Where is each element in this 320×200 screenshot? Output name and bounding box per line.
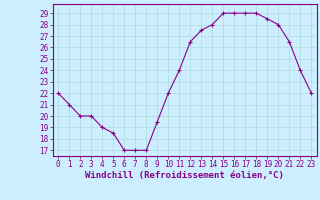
X-axis label: Windchill (Refroidissement éolien,°C): Windchill (Refroidissement éolien,°C) [85, 171, 284, 180]
